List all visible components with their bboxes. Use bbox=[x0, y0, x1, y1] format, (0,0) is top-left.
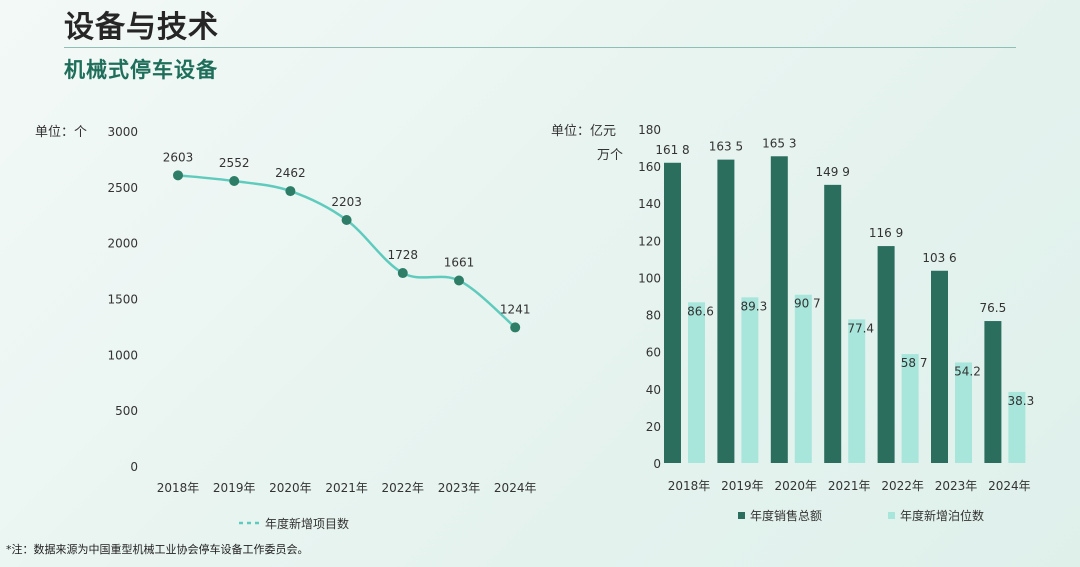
bar-data-label: 103 6 bbox=[922, 251, 956, 265]
bar-legend-label: 年度销售总额 bbox=[750, 508, 822, 523]
bar-x-tick-label: 2024年 bbox=[988, 479, 1031, 493]
bar-sales bbox=[664, 162, 681, 463]
bar-y-tick-label: 100 bbox=[638, 271, 661, 285]
bar-y-tick-label: 180 bbox=[638, 123, 661, 137]
bar-legend-swatch bbox=[888, 512, 895, 519]
line-data-label: 2203 bbox=[331, 195, 362, 209]
bar-sales bbox=[877, 246, 895, 463]
line-x-tick-label: 2023年 bbox=[438, 481, 481, 495]
bar-data-label: 77.4 bbox=[847, 321, 874, 335]
line-y-tick-label: 500 bbox=[115, 404, 138, 418]
bar-unit-label: 单位：亿元 bbox=[551, 124, 616, 139]
bar-x-tick-label: 2018年 bbox=[668, 479, 711, 493]
bar-data-label: 58 7 bbox=[901, 356, 928, 370]
bar-legend-label: 年度新增泊位数 bbox=[900, 508, 984, 523]
bar-legend-swatch bbox=[738, 512, 745, 519]
line-data-point bbox=[285, 186, 296, 197]
line-data-label: 2603 bbox=[163, 150, 194, 164]
bar-x-tick-label: 2021年 bbox=[828, 479, 871, 493]
line-data-label: 2552 bbox=[219, 156, 250, 170]
line-y-tick-label: 1000 bbox=[107, 348, 138, 362]
bar-data-label: 89.3 bbox=[741, 299, 768, 313]
line-legend-label: 年度新增项目数 bbox=[265, 516, 349, 531]
line-x-tick-label: 2019年 bbox=[213, 481, 256, 495]
line-y-tick-label: 3000 bbox=[107, 125, 138, 139]
bar-sales bbox=[717, 159, 735, 463]
bar-berths bbox=[688, 302, 705, 463]
line-data-label: 1728 bbox=[388, 248, 419, 262]
bar-data-label: 165 3 bbox=[762, 136, 796, 150]
bar-x-tick-label: 2022年 bbox=[881, 479, 924, 493]
bar-data-label: 38.3 bbox=[1008, 394, 1035, 408]
bar-berths bbox=[955, 362, 972, 463]
bar-data-label: 163 5 bbox=[709, 140, 743, 154]
line-y-tick-label: 1500 bbox=[107, 293, 138, 307]
line-data-point bbox=[229, 176, 240, 187]
line-data-point bbox=[173, 170, 183, 181]
bar-berths bbox=[1008, 391, 1026, 463]
bar-y-tick-label: 80 bbox=[646, 309, 661, 323]
line-data-point bbox=[454, 275, 464, 286]
bar-data-label: 149 9 bbox=[816, 165, 850, 179]
bar-y-tick-label: 160 bbox=[638, 160, 661, 174]
line-y-tick-label: 2000 bbox=[107, 237, 138, 251]
line-chart: 单位：个 0 500 1000 1500 2000 2500 3000 2018年 2019年 20… bbox=[35, 125, 537, 531]
bar-berths bbox=[901, 354, 919, 463]
bar-y-tick-label: 0 bbox=[653, 457, 661, 471]
bar-data-label: 90 7 bbox=[794, 297, 821, 311]
bar-x-tick-label: 2023年 bbox=[935, 479, 978, 493]
title-divider bbox=[64, 47, 1016, 48]
bar-y-tick-label: 140 bbox=[638, 197, 661, 211]
bar-data-label: 76.5 bbox=[980, 301, 1007, 315]
bar-berths bbox=[794, 294, 812, 463]
section-title: 机械式停车设备 bbox=[64, 58, 218, 82]
bar-x-tick-label: 2020年 bbox=[775, 479, 818, 493]
bar-data-label: 116 9 bbox=[869, 226, 903, 240]
bar-unit-label-2: 万个 bbox=[597, 148, 623, 163]
line-x-tick-label: 2021年 bbox=[325, 481, 368, 495]
line-x-tick-label: 2020年 bbox=[269, 481, 312, 495]
bar-sales bbox=[770, 156, 788, 463]
bar-berths bbox=[848, 319, 866, 463]
line-data-label: 1241 bbox=[500, 302, 531, 316]
line-data-label: 1661 bbox=[444, 256, 475, 270]
bar-sales bbox=[931, 270, 948, 463]
line-x-tick-label: 2018年 bbox=[157, 481, 200, 495]
bar-y-tick-label: 40 bbox=[646, 383, 661, 397]
line-data-point bbox=[510, 322, 521, 333]
line-data-point bbox=[397, 268, 408, 279]
page-title: 设备与技术 bbox=[64, 10, 219, 45]
bar-data-label: 161 8 bbox=[655, 143, 689, 157]
bar-y-tick-label: 120 bbox=[638, 234, 661, 248]
line-data-point bbox=[341, 214, 352, 225]
line-y-tick-label: 2500 bbox=[107, 181, 138, 195]
footnote: *注：数据来源为中国重型机械工业协会停车设备工作委员会。 bbox=[6, 543, 309, 556]
bar-data-label: 86.6 bbox=[687, 304, 714, 318]
bar-x-tick-label: 2019年 bbox=[721, 479, 764, 493]
bar-data-label: 54.2 bbox=[954, 364, 981, 378]
line-x-tick-label: 2024年 bbox=[494, 481, 537, 495]
bar-sales bbox=[824, 184, 842, 463]
line-x-tick-label: 2022年 bbox=[382, 481, 425, 495]
bar-sales bbox=[984, 321, 1002, 463]
bar-y-tick-label: 60 bbox=[646, 346, 661, 360]
line-unit-label: 单位：个 bbox=[35, 125, 87, 140]
line-y-tick-label: 0 bbox=[130, 460, 138, 474]
line-data-label: 2462 bbox=[275, 166, 306, 180]
bar-y-tick-label: 20 bbox=[646, 420, 661, 434]
bar-berths bbox=[741, 297, 759, 463]
